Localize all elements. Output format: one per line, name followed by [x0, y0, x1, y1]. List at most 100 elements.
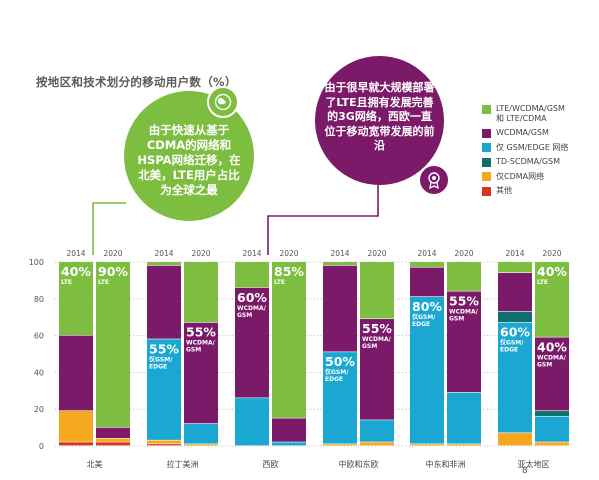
bar-segment-cdma: [147, 440, 181, 444]
bar-segment-lte: [410, 262, 444, 267]
bar-segment-cdma: [360, 442, 394, 446]
tech-label: 仅GSM/: [499, 339, 524, 347]
legend-item-lte: LTE/WCDMA/GSM 和 LTE/CDMA: [482, 104, 597, 123]
bar-segment-lte: [59, 262, 93, 335]
tech-label: WCDMA/: [537, 354, 567, 361]
year-label: 2020: [454, 249, 473, 258]
bar-segment-wcdma: [59, 335, 93, 411]
bar-segment-gsm: [272, 442, 306, 446]
value-label: 90%: [98, 264, 128, 279]
bar-segment-lte: [360, 262, 394, 319]
bar-segment-wcdma: [323, 265, 357, 352]
chart-title: 按地区和技术划分的移动用户数（%）: [36, 75, 237, 89]
value-label: 40%: [537, 264, 567, 279]
legend-item-cdma: 仅CDMA网络: [482, 172, 597, 181]
bar-segment-wcdma: [235, 287, 269, 398]
bar-segment-lte: [272, 262, 306, 418]
region-label: 拉丁美洲: [167, 459, 199, 469]
tech-label: LTE: [537, 279, 548, 286]
tech-label: LTE: [274, 279, 285, 286]
bar-segment-lte: [447, 262, 481, 291]
globe-icon: [207, 86, 239, 118]
bar-segment-td: [535, 411, 569, 416]
bar-segment-cdma: [498, 433, 532, 446]
tech-label: LTE: [98, 279, 109, 286]
legend-swatch: [482, 157, 491, 167]
year-label: 2014: [505, 249, 524, 258]
legend-item-wcdma: WCDMA/GSM: [482, 128, 597, 138]
chart-legend: LTE/WCDMA/GSM 和 LTE/CDMA WCDMA/GSM 仅 GSM/E…: [482, 104, 597, 201]
value-label: 55%: [449, 293, 479, 308]
bar-segment-other: [59, 442, 93, 446]
bar-segment-cdma: [59, 411, 93, 442]
value-label: 60%: [500, 325, 530, 340]
bar-segment-cdma: [184, 444, 218, 446]
bar-segment-lte: [184, 262, 218, 323]
tech-label: WCDMA/: [362, 336, 392, 343]
legend-label: 其他: [496, 186, 512, 195]
year-label: 2020: [542, 249, 561, 258]
bar-segment-cdma: [447, 444, 481, 446]
bar-segment-cdma: [96, 438, 130, 442]
tech-label: WCDMA/: [237, 305, 267, 312]
bar-segment-wcdma: [272, 418, 306, 442]
tech-label: EDGE: [500, 347, 518, 354]
bar-segment-other: [96, 442, 130, 446]
tech-label: GSM: [237, 312, 252, 319]
value-label: 55%: [186, 325, 216, 340]
tech-label: 仅GSM/: [148, 355, 173, 363]
legend-swatch: [482, 143, 491, 152]
value-label: 55%: [149, 341, 179, 356]
bar-segment-lte: [96, 262, 130, 427]
year-label: 2020: [279, 249, 298, 258]
legend-swatch: [482, 128, 491, 138]
bar-segment-cdma: [323, 444, 357, 446]
tech-label: EDGE: [412, 321, 430, 328]
legend-item-gsm: 仅 GSM/EDGE 网络: [482, 142, 597, 152]
value-label: 55%: [362, 321, 392, 336]
callout-bubble-western-europe: 由于很早就大规模部署了LTE且拥有发展完善的3G网络，西欧一直位于移动宽带发展的…: [315, 56, 444, 185]
tech-label: 仅GSM/: [324, 368, 349, 376]
year-label: 2020: [191, 249, 210, 258]
legend-label: 仅 GSM/EDGE 网络: [496, 142, 569, 152]
y-tick-label: 20: [34, 405, 44, 414]
year-label: 2014: [66, 249, 85, 258]
year-label: 2020: [367, 249, 386, 258]
bar-segment-gsm: [235, 398, 269, 446]
bar-segment-wcdma: [535, 337, 569, 411]
tech-label: EDGE: [325, 376, 343, 383]
tech-label: 仅GSM/: [411, 313, 436, 321]
chart-grid: 0 20 40 60 80 100: [29, 258, 568, 451]
y-tick-label: 40: [34, 368, 44, 377]
region-label: 北美: [87, 459, 103, 469]
legend-label: LTE/WCDMA/GSM 和 LTE/CDMA: [496, 104, 565, 123]
callout-text-green: 由于快速从基于CDMA的网络和HSPA网络迁移，在北美，LTE用户占比为全球之最: [137, 122, 241, 197]
bar-segment-gsm: [184, 423, 218, 444]
y-tick-label: 100: [29, 258, 44, 267]
tech-label: EDGE: [149, 363, 167, 370]
value-label: 40%: [61, 264, 91, 279]
legend-label: TD-SCDMA/GSM: [496, 157, 561, 166]
region-label: 中欧和东欧: [339, 459, 379, 469]
tech-label: GSM: [449, 315, 464, 322]
bar-segment-gsm: [147, 339, 181, 440]
bar-segment-gsm: [360, 420, 394, 442]
bar-segment-gsm: [410, 296, 444, 444]
year-label: 2020: [103, 249, 122, 258]
region-label: 亚太地区: [518, 459, 550, 469]
region-label: 西欧: [263, 459, 279, 469]
page-number: 8: [522, 466, 528, 476]
bar-segment-lte: [498, 262, 532, 273]
bar-segment-cdma: [535, 442, 569, 446]
bar-segment-wcdma: [147, 265, 181, 339]
y-tick-label: 0: [39, 442, 44, 451]
tech-label: WCDMA/: [449, 308, 479, 315]
year-label: 2014: [154, 249, 173, 258]
chart-bars: [59, 262, 569, 446]
bar-segment-wcdma: [360, 319, 394, 420]
value-label: 50%: [325, 354, 355, 369]
bar-segment-gsm: [323, 352, 357, 444]
region-label: 中东和非洲: [426, 459, 466, 469]
chart-labels: 201440%LTE202090%LTE北美201455%仅GSM/EDGE20…: [61, 249, 567, 469]
